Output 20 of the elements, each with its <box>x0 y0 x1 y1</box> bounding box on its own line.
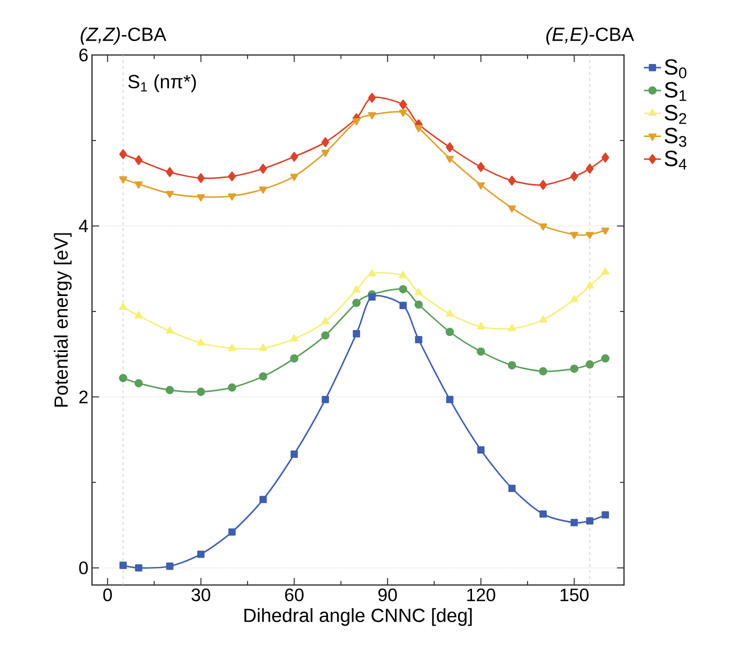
x-tick-label: 60 <box>285 588 304 602</box>
y-tick-label: 0 <box>79 562 88 574</box>
x-axis-title: Dihedral angle CNNC [deg] <box>244 608 472 626</box>
x-tick-label: 90 <box>378 588 397 602</box>
x-tick-label: 0 <box>103 588 112 602</box>
legend-label: S$_{2}$ <box>664 104 686 124</box>
y-tick-label: 4 <box>78 220 88 232</box>
legend-label: S$_{0}$ <box>664 59 686 78</box>
legend-label: S$_{3}$ <box>664 128 686 147</box>
legend-label: S$_{4}$ <box>664 150 687 170</box>
ref-line-label: (Z,Z)-CBA <box>80 27 166 45</box>
ref-line-label: (E,E)-CBA <box>546 27 634 45</box>
legend-label: S$_{1}$ <box>664 82 686 101</box>
y-tick-label: 6 <box>79 48 88 62</box>
x-tick-label: 150 <box>560 588 589 602</box>
x-tick-label: 30 <box>192 588 210 602</box>
x-tick-label: 120 <box>467 588 496 602</box>
annotation: S$_{1}$ (nπ*) <box>128 74 196 92</box>
y-tick-label: 2 <box>79 390 88 404</box>
y-axis-title: Potential energy [eV] <box>54 233 72 407</box>
